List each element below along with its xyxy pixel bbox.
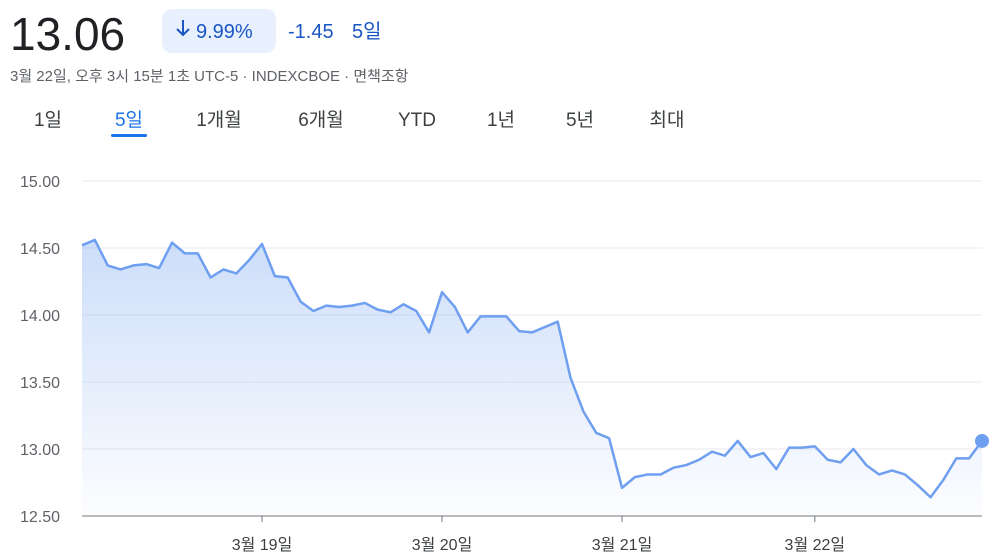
chart: 12.50 13.00 13.50 14.00 14.50 15.00 3월 19일 3월 2… bbox=[20, 174, 989, 554]
y-tick-label: 13.00 bbox=[20, 442, 60, 459]
area bbox=[82, 239, 982, 516]
x-tick-label: 3월 22일 bbox=[785, 536, 846, 554]
tab[interactable]: 1개월 bbox=[196, 109, 242, 131]
tab-bar: 1일 5일 1개월 6개월 YTD 1년 5년 최대 bbox=[34, 109, 685, 137]
x-tick-label: 3월 20일 bbox=[412, 536, 473, 554]
y-tick-label: 12.50 bbox=[20, 509, 60, 526]
price: 13.06 bbox=[10, 8, 125, 60]
y-tick-label: 13.50 bbox=[20, 375, 60, 392]
subtitle: 3월 22일, 오후 3시 15분 1초 UTC-5 · INDEXCBOE ·… bbox=[10, 68, 409, 85]
tab[interactable]: 5일 bbox=[115, 109, 143, 131]
y-tick-label: 15.00 bbox=[20, 174, 60, 191]
tab[interactable]: 1년 bbox=[487, 109, 515, 131]
last-point bbox=[975, 433, 989, 448]
y-tick-label: 14.00 bbox=[20, 308, 60, 325]
tab[interactable]: YTD bbox=[398, 110, 436, 131]
tab[interactable]: 6개월 bbox=[298, 109, 344, 131]
period: 5일 bbox=[352, 20, 382, 43]
down-arrow-icon bbox=[176, 20, 190, 37]
tab[interactable]: 최대 bbox=[650, 109, 685, 131]
tab-indicator bbox=[111, 134, 147, 137]
change: -1.45 bbox=[288, 21, 334, 43]
change-percent: 9.99% bbox=[196, 21, 253, 43]
tab[interactable]: 1일 bbox=[34, 109, 62, 131]
change-badge bbox=[162, 9, 276, 53]
price-line bbox=[81, 238, 984, 499]
y-tick-label: 14.50 bbox=[20, 241, 60, 258]
x-tick-label: 3월 19일 bbox=[232, 536, 293, 554]
x-tick-label: 3월 21일 bbox=[592, 536, 653, 554]
tab[interactable]: 5년 bbox=[566, 109, 594, 131]
